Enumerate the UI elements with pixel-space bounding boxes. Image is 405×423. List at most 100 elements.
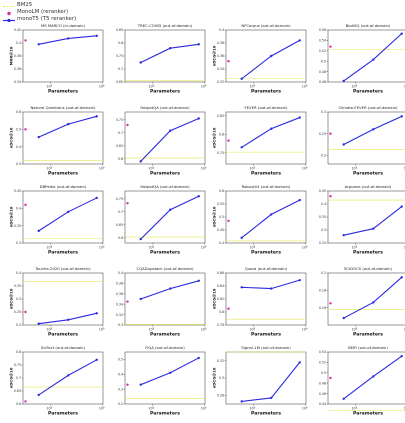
chart-panel: HotpotQA (out-of-domain) 0.6 0.65 0.7 0.75 10… — [116, 105, 207, 177]
monot5-point — [139, 237, 142, 241]
y-tick-label: 0.32 — [217, 359, 224, 363]
y-axis-label: nDCG@10 — [9, 206, 14, 227]
y-tick-label: 0.4 — [118, 372, 123, 376]
monot5-line — [343, 276, 403, 319]
chart-title: MS MARCO (in-domain) — [41, 23, 86, 28]
chart-title: BioASQ (out-of-domain) — [346, 23, 391, 28]
y-tick-label: 0.25 — [14, 310, 21, 314]
x-axis-label: Parameters — [353, 250, 383, 256]
x-axis-label: Parameters — [48, 332, 78, 338]
monot5-point — [372, 227, 375, 230]
monot5-point — [139, 297, 142, 301]
monot5-point — [95, 312, 98, 315]
y-tick-label: 0.75 — [217, 151, 224, 155]
monolm-point — [126, 202, 129, 205]
monot5-line — [241, 39, 300, 80]
monolm-point — [329, 45, 332, 48]
x-tick-label: 108 — [149, 327, 155, 331]
x-axis-label: Parameters — [150, 332, 180, 338]
monolm-point — [24, 400, 27, 403]
chart-panel: Climate-FEVER (out-of-domain) 0.2 0.25 0.3 1… — [319, 105, 405, 177]
plot-frame — [327, 272, 405, 326]
chart-title: FiQA (out-of-domain) — [145, 345, 185, 350]
chart-panel: SciFact (out-of-domain) 0.6 0.65 0.7 0.75 0.8… — [9, 345, 105, 417]
chart-panel: MS MARCO (in-domain) 0.34 0.36 0.38 0.4 0.42 1… — [9, 23, 105, 95]
legend-item-bm25: BM25 — [3, 2, 113, 10]
x-tick-label: 109 — [201, 84, 207, 88]
y-tick-label: 0.52 — [319, 49, 326, 53]
y-tick-label: 0.3 — [219, 376, 224, 380]
x-tick-label: 109 — [99, 245, 105, 249]
chart-panel: Arguana (out-of-domain) 0.25 0.3 0.35 0.4 0.4… — [319, 184, 405, 256]
monolm-point — [329, 195, 332, 198]
y-tick-label: 0.8 — [118, 41, 123, 45]
monot5-point — [67, 374, 70, 377]
y-tick-label: 0.78 — [217, 323, 224, 327]
x-tick-label: 108 — [250, 327, 256, 331]
y-tick-label: 0.3 — [321, 228, 326, 232]
x-tick-label: 109 — [404, 166, 405, 170]
y-tick-label: 0.48 — [319, 381, 326, 385]
y-tick-label: 0.75 — [116, 197, 123, 201]
y-tick-label: 0.4 — [16, 41, 21, 45]
y-tick-label: 0.8 — [219, 310, 224, 314]
x-tick-label: 108 — [352, 166, 358, 170]
x-tick-label: 109 — [99, 406, 105, 410]
monot5-line — [241, 362, 301, 402]
x-tick-label: 108 — [149, 245, 155, 249]
legend-swatch-monolm — [7, 11, 11, 16]
monolm-point — [126, 300, 129, 303]
y-tick-label: 0.3 — [118, 323, 123, 327]
monot5-point — [298, 39, 301, 42]
plot-frame — [225, 111, 307, 165]
x-tick-label: 108 — [149, 166, 155, 170]
x-tick-label: 108 — [149, 406, 155, 410]
y-tick-label: 0.54 — [319, 39, 326, 43]
y-tick-label: 0.42 — [14, 28, 21, 32]
y-tick-label: 0.3 — [16, 241, 21, 245]
monot5-line — [140, 195, 199, 240]
monot5-point — [400, 276, 403, 279]
y-tick-label: 0.48 — [319, 70, 326, 74]
y-axis-label: nDCG@10 — [9, 288, 14, 309]
x-tick-label: 109 — [99, 166, 105, 170]
x-tick-label: 108 — [250, 406, 256, 410]
chart-panel: Quora (out-of-domain) 0.78 0.8 0.82 0.84 0.86… — [212, 266, 308, 338]
x-axis-label: Parameters — [150, 171, 180, 177]
monot5-line — [38, 312, 97, 325]
monolm-point — [24, 128, 27, 131]
y-tick-label: 0.4 — [321, 202, 326, 206]
y-tick-label: 0.36 — [116, 292, 123, 296]
plot-frame — [327, 190, 405, 244]
y-axis-label: nDCG@10 — [212, 367, 217, 388]
x-tick-label: 109 — [302, 406, 308, 410]
chart-panel: Touche-2020 (out-of-domain) 0.2 0.25 0.3 0.3… — [9, 266, 105, 338]
monot5-point — [37, 229, 40, 233]
x-tick-label: 108 — [250, 166, 256, 170]
y-tick-label: 0.16 — [319, 306, 326, 310]
y-tick-label: 0.85 — [217, 114, 224, 118]
chart-title: Climate-FEVER (out-of-domain) — [338, 105, 398, 110]
plot-frame — [22, 190, 104, 244]
monot5-line — [241, 117, 300, 148]
y-tick-label: 0.38 — [116, 282, 123, 286]
chart-title: SciFact (out-of-domain) — [41, 345, 86, 350]
x-axis-label: Parameters — [48, 89, 78, 95]
legend-swatch-monot5 — [3, 18, 15, 23]
y-tick-label: 0.8 — [219, 132, 224, 136]
y-tick-label: 0.75 — [14, 363, 21, 367]
monot5-point — [139, 61, 142, 64]
y-tick-label: 0.7 — [118, 67, 123, 71]
y-axis-label: nDCG@10 — [212, 288, 217, 309]
y-tick-label: 0.85 — [116, 28, 123, 32]
monolm-point — [227, 307, 230, 310]
monot5-line — [343, 115, 402, 145]
y-tick-label: 0.4 — [219, 241, 224, 245]
monot5-line — [38, 197, 97, 232]
y-tick-label: 0.6 — [118, 236, 123, 240]
y-axis-label: nDCG@10 — [212, 127, 217, 148]
chart-title: Arguana (out-of-domain) — [345, 184, 392, 189]
x-tick-label: 109 — [201, 406, 207, 410]
y-tick-label: 0.5 — [219, 215, 224, 219]
x-tick-label: 109 — [99, 84, 105, 88]
